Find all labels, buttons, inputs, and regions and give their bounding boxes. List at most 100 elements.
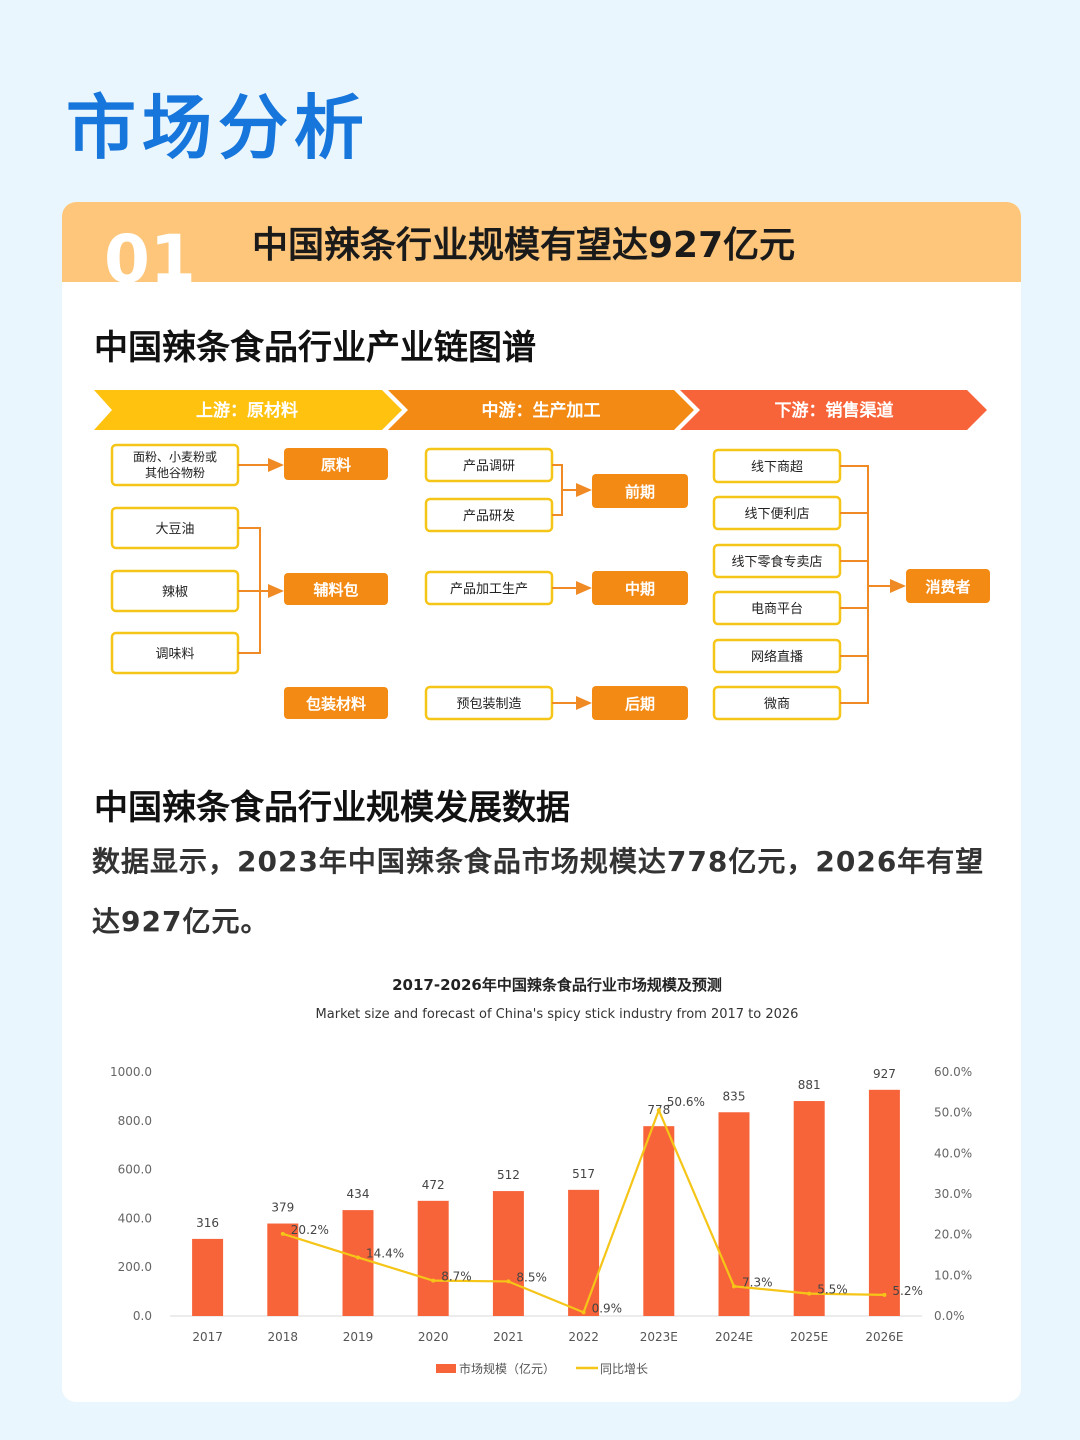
consumer-label: 消费者 [925,578,970,596]
growth-value-label: 8.7% [441,1270,472,1284]
y-right-tick-label: 40.0% [934,1146,972,1160]
growth-point [882,1292,887,1297]
x-tick-label: 2025E [790,1330,828,1344]
x-tick-label: 2021 [493,1330,524,1344]
market-size-title: 中国辣条食品行业规模发展数据 [94,788,570,828]
channel-label: 线下商超 [751,460,803,475]
growth-value-label: 20.2% [291,1223,329,1237]
consumer-node [906,569,990,603]
bar-value-label: 927 [873,1067,896,1081]
growth-value-label: 8.5% [516,1270,547,1284]
growth-point [807,1291,812,1296]
channel-label: 电商平台 [751,602,803,617]
x-tick-label: 2017 [192,1330,223,1344]
growth-value-label: 5.2% [892,1284,923,1298]
channel-label: 线下便利店 [744,507,809,522]
growth-point [581,1310,586,1315]
seasoning-label: 调味料 [155,647,194,662]
bar-value-label: 316 [196,1216,219,1230]
y-left-tick-label: 400.0 [118,1211,152,1225]
late-node [592,686,688,720]
legend-bar-swatch [436,1364,456,1373]
banner-number: 01 [104,221,196,298]
chart-subtitle: Market size and forecast of China's spic… [316,1007,799,1022]
raw-node [284,448,388,480]
bar-value-label: 379 [271,1201,294,1215]
growth-point [280,1231,285,1236]
bar-market-size [718,1112,750,1316]
y-right-tick-label: 30.0% [934,1187,972,1201]
packaging-label: 包装材料 [306,695,366,713]
middle-label: 中期 [625,580,655,598]
channel-label: 微商 [764,697,790,712]
x-tick-label: 2024E [715,1330,753,1344]
y-right-tick-label: 10.0% [934,1268,972,1282]
bar-value-label: 881 [798,1078,821,1092]
late-label: 后期 [625,695,655,713]
y-right-tick-label: 60.0% [934,1065,972,1079]
y-right-tick-label: 50.0% [934,1106,972,1120]
flour-label-line2: 其他谷物粉 [145,466,205,480]
bar-value-label: 517 [572,1167,595,1181]
stage-upstream-banner [94,390,402,430]
growth-value-label: 5.5% [817,1283,848,1297]
growth-point [356,1255,360,1260]
y-left-tick-label: 200.0 [118,1260,152,1274]
soybean-oil-label: 大豆油 [155,522,194,537]
x-tick-label: 2018 [268,1330,299,1344]
stage-midstream-label: 中游：生产加工 [482,400,601,421]
flour-label-line1: 面粉、小麦粉或 [133,450,217,464]
bar-market-size [267,1223,299,1316]
y-left-tick-label: 800.0 [118,1114,152,1128]
industry-chain-diagram: 上游：原材料 中游：生产加工 下游：销售渠道 面粉、小麦粉或 其他谷物粉 大豆油… [94,390,990,721]
banner-title: 中国辣条行业规模有望达927亿元 [252,225,796,266]
stage-downstream-banner [680,390,987,430]
bar-market-size [793,1101,825,1316]
growth-value-label: 7.3% [742,1275,773,1289]
bar-value-label: 512 [497,1168,520,1182]
growth-value-label: 0.9% [592,1301,623,1315]
chart-legend: 市场规模（亿元） 同比增长 [436,1361,648,1376]
y-right-tick-label: 20.0% [934,1228,972,1242]
x-tick-label: 2019 [343,1330,374,1344]
stage-downstream-label: 下游：销售渠道 [775,400,894,421]
x-tick-label: 2020 [418,1330,449,1344]
channel-label: 网络直播 [751,649,803,665]
x-tick-label: 2022 [568,1330,599,1344]
bar-market-size [643,1126,675,1316]
chart-title: 2017-2026年中国辣条食品行业市场规模及预测 [392,976,722,994]
growth-value-label: 14.4% [366,1246,404,1260]
middle-node [592,571,688,605]
seasoning-pack-node [284,573,388,605]
bar-market-size [342,1210,374,1316]
growth-point [431,1278,436,1283]
growth-point [732,1284,736,1289]
summary-paragraph: 数据显示，2023年中国辣条食品市场规模达778亿元，2026年有望达927亿元… [92,845,985,938]
bar-market-size [417,1200,449,1316]
growth-value-label: 50.6% [667,1095,705,1109]
bar-value-label: 835 [723,1089,746,1103]
bar-market-size [868,1089,900,1316]
industry-chain-title: 中国辣条食品行业产业链图谱 [94,328,536,368]
processing-label: 产品加工生产 [450,582,528,597]
y-left-tick-label: 1000.0 [110,1065,152,1079]
y-left-tick-label: 0.0 [133,1309,152,1323]
stage-upstream-label: 上游：原材料 [196,400,298,421]
x-tick-label: 2023E [640,1330,678,1344]
channel-list: 线下商超 线下便利店 线下零食专卖店 电商平台 网络直播 微商 [712,448,842,721]
research-label: 产品调研 [463,459,515,474]
growth-point [506,1279,511,1284]
packaging-node [284,687,388,719]
chili-label: 辣椒 [162,585,188,600]
bar-market-size [492,1191,524,1316]
page-title: 市场分析 [66,87,370,169]
bar-market-size [192,1238,224,1316]
bar-market-size [568,1189,600,1316]
bar-value-label: 434 [347,1187,370,1201]
legend-line-label: 同比增长 [600,1362,648,1376]
y-left-tick-label: 600.0 [118,1163,152,1177]
early-node [592,474,688,508]
stage-midstream-banner [388,390,694,430]
development-label: 产品研发 [463,508,515,524]
prepack-label: 预包装制造 [456,697,521,712]
